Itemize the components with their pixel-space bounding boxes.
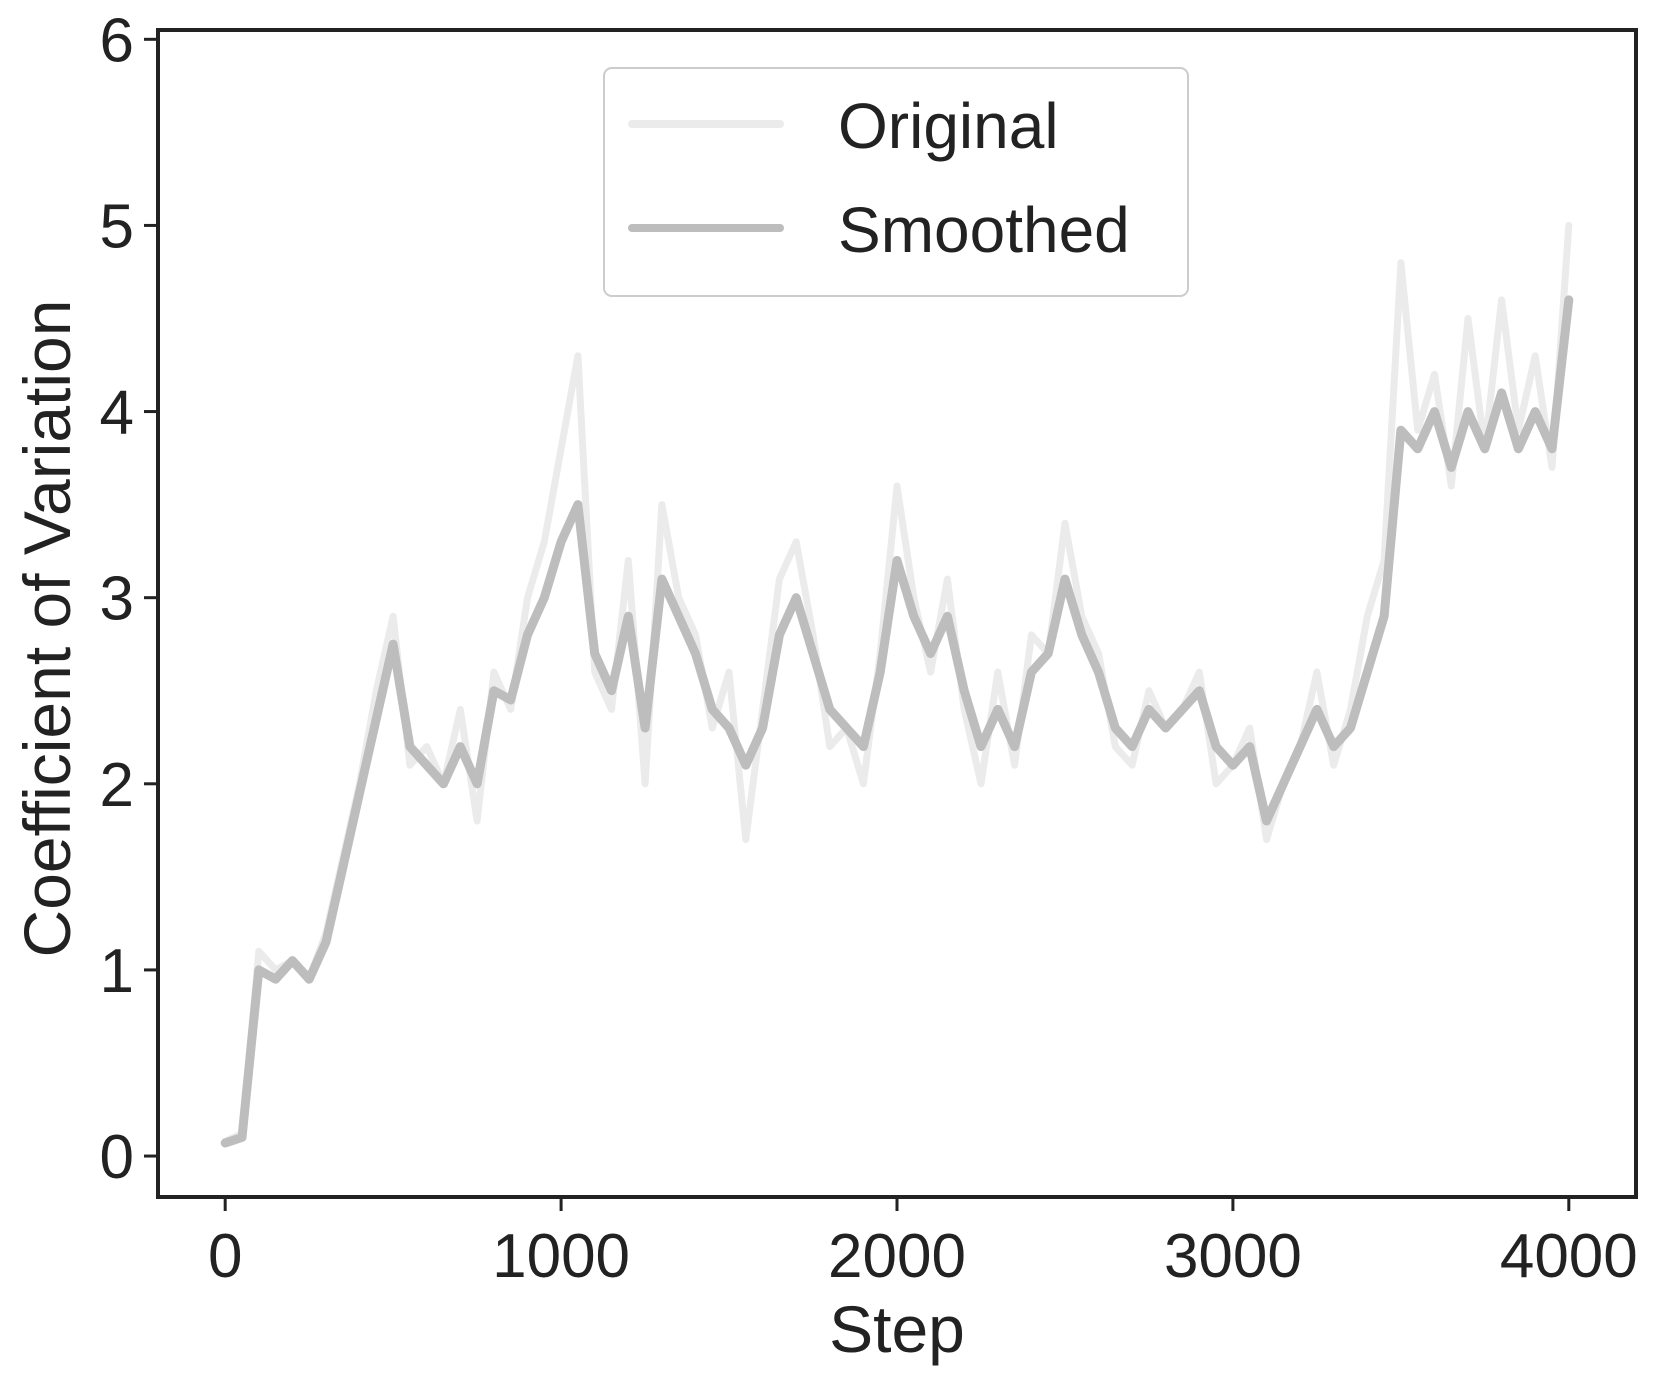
x-tick-label: 2000 xyxy=(828,1222,966,1291)
legend-label-smoothed: Smoothed xyxy=(838,194,1130,266)
x-tick-label: 4000 xyxy=(1500,1222,1638,1291)
legend-label-original: Original xyxy=(838,90,1059,162)
y-tick-label: 2 xyxy=(100,751,134,820)
x-axis-ticks: 0 1000 2000 3000 4000 xyxy=(208,1197,1638,1291)
y-tick-label: 1 xyxy=(100,937,134,1006)
x-tick-label: 3000 xyxy=(1164,1222,1302,1291)
x-tick-label: 1000 xyxy=(492,1222,630,1291)
x-tick-label: 0 xyxy=(208,1222,242,1291)
plot-area-frame xyxy=(156,28,1638,1199)
y-tick-label: 5 xyxy=(100,192,134,261)
y-axis-label: Coefficient of Variation xyxy=(10,300,84,958)
y-tick-label: 0 xyxy=(100,1123,134,1192)
y-tick-label: 3 xyxy=(100,565,134,634)
y-tick-label: 4 xyxy=(100,379,134,448)
series-line-smoothed xyxy=(220,295,1574,1148)
y-tick-label: 6 xyxy=(100,6,134,75)
y-axis-ticks: 0 1 2 3 4 5 6 xyxy=(100,6,158,1192)
series-layer xyxy=(220,221,1574,1148)
x-axis-label: Step xyxy=(829,1292,965,1366)
legend: Original Smoothed xyxy=(603,67,1189,297)
